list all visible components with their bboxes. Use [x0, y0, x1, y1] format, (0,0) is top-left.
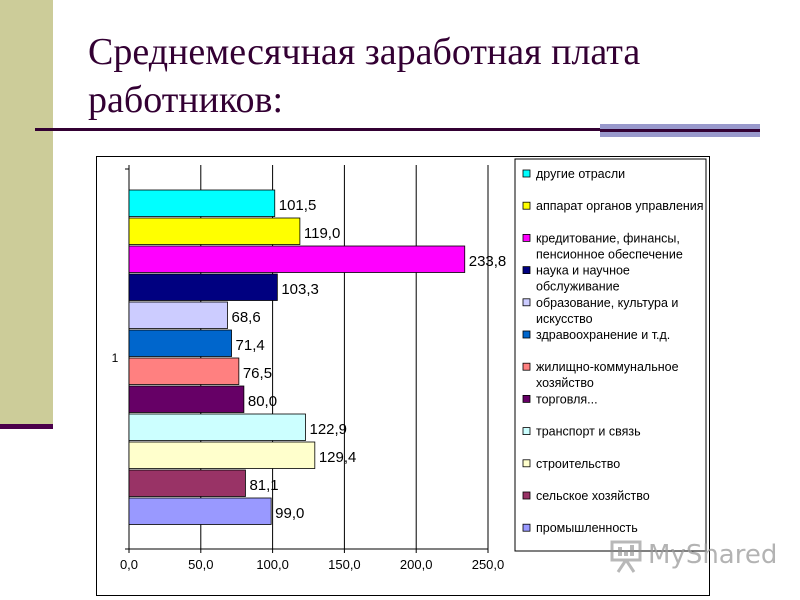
- x-tick-label: 250,0: [472, 557, 505, 572]
- bar-value-label: 103,3: [281, 281, 319, 298]
- legend-swatch: [522, 394, 531, 403]
- legend-entry: торговля...: [536, 392, 598, 406]
- x-tick-label: 50,0: [188, 557, 213, 572]
- title-underline-accent-line: [600, 129, 760, 132]
- legend-entry: наука и научное обслуживание: [536, 264, 630, 294]
- bar-chart: 0,0 50,0 100,0 150,0 200,0 250,0 1 101,5 119,0 23…: [112, 158, 707, 572]
- bar: [128, 273, 278, 301]
- legend-entry: транспорт и связь: [536, 425, 641, 439]
- bar-value-label: 101,5: [279, 197, 317, 214]
- legend-swatch: [522, 266, 531, 274]
- bar-value-label: 71,4: [236, 337, 265, 354]
- legend-entry: сельское хозяйство: [536, 489, 650, 503]
- bar: [128, 245, 466, 273]
- x-tick-label: 100,0: [256, 557, 289, 572]
- watermark-text: MyShared: [648, 540, 778, 570]
- bar: [128, 385, 245, 413]
- bar: [128, 357, 240, 385]
- x-tick-label: 150,0: [328, 557, 361, 572]
- bar: [128, 301, 228, 329]
- bar: [128, 413, 306, 441]
- bar: [128, 217, 301, 245]
- legend-swatch: [522, 491, 531, 500]
- legend-entry: строительство: [536, 457, 620, 471]
- bar-value-label: 129,4: [319, 449, 357, 466]
- legend-box: [514, 158, 707, 552]
- bar-value-label: 119,0: [304, 225, 340, 242]
- legend-swatch: [522, 523, 531, 532]
- legend-entry: здравоохранение и т.д.: [536, 328, 670, 342]
- presentation-board-icon: [610, 540, 642, 573]
- bar: [128, 441, 316, 469]
- left-stripe-dark-bar: [0, 424, 53, 429]
- legend-swatch: [522, 459, 531, 468]
- bar-value-label: 233,8: [469, 253, 507, 270]
- legend-entry: промышленность: [536, 521, 638, 535]
- title-underline: [35, 128, 600, 131]
- legend-entry: кредитование, финансы, пенсионное обеспеч…: [536, 231, 683, 261]
- legend-swatch: [522, 234, 531, 242]
- legend-swatch: [522, 298, 531, 307]
- x-tick-label: 0,0: [120, 557, 138, 572]
- legend-swatch: [522, 169, 531, 178]
- left-decorative-stripe: [0, 0, 53, 424]
- legend-swatch: [522, 362, 531, 371]
- chart-frame: 0,0 50,0 100,0 150,0 200,0 250,0 1 101,5 119,0 23…: [96, 156, 710, 596]
- legend-swatch: [522, 427, 531, 436]
- bar-value-label: 81,1: [249, 477, 278, 494]
- bar-value-label: 99,0: [275, 505, 304, 522]
- legend-entry: образование, культура и искусство: [536, 296, 678, 326]
- category-label: 1: [112, 351, 119, 365]
- x-tick-label: 200,0: [400, 557, 433, 572]
- bar-value-label: 80,0: [248, 393, 277, 410]
- bar: [128, 189, 276, 217]
- slide-title: Среднемесячная заработная плата работник…: [88, 31, 641, 121]
- bar-value-label: 76,5: [243, 365, 272, 382]
- watermark-logo: MyShared: [608, 538, 778, 574]
- bar: [128, 329, 232, 357]
- legend-swatch: [522, 201, 531, 210]
- legend-entry: жилищно-коммунальное хозяйство: [536, 360, 679, 390]
- legend-entry: другие отрасли: [536, 167, 625, 181]
- bar: [128, 469, 246, 497]
- legend-swatch: [522, 330, 531, 339]
- bar-value-label: 122,9: [309, 421, 347, 438]
- legend-entry: аппарат органов управления: [536, 199, 704, 213]
- bar: [128, 497, 272, 525]
- bar-value-label: 68,6: [232, 309, 261, 326]
